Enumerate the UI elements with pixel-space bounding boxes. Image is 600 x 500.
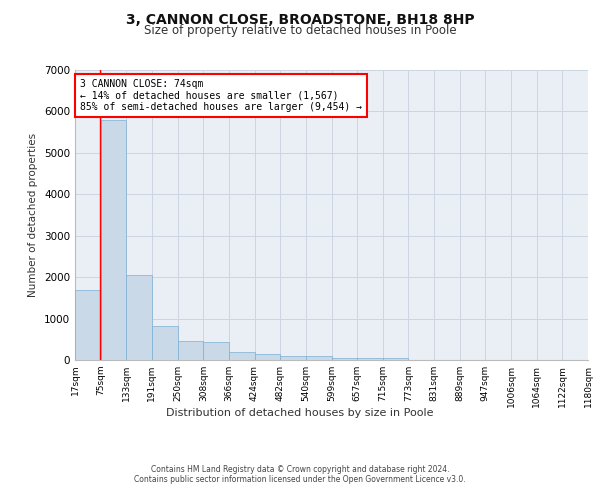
Text: 3, CANNON CLOSE, BROADSTONE, BH18 8HP: 3, CANNON CLOSE, BROADSTONE, BH18 8HP xyxy=(125,12,475,26)
Bar xyxy=(358,358,383,360)
Bar xyxy=(101,120,126,360)
Bar xyxy=(305,356,332,360)
Bar xyxy=(203,342,229,360)
Text: Distribution of detached houses by size in Poole: Distribution of detached houses by size … xyxy=(166,408,434,418)
Bar xyxy=(75,290,101,360)
Y-axis label: Number of detached properties: Number of detached properties xyxy=(28,133,38,297)
Bar xyxy=(254,354,280,360)
Bar xyxy=(280,356,305,360)
Text: Contains public sector information licensed under the Open Government Licence v3: Contains public sector information licen… xyxy=(134,474,466,484)
Text: 3 CANNON CLOSE: 74sqm
← 14% of detached houses are smaller (1,567)
85% of semi-d: 3 CANNON CLOSE: 74sqm ← 14% of detached … xyxy=(80,78,362,112)
Bar xyxy=(332,358,358,360)
Bar xyxy=(126,275,152,360)
Bar xyxy=(178,342,203,360)
Text: Contains HM Land Registry data © Crown copyright and database right 2024.: Contains HM Land Registry data © Crown c… xyxy=(151,464,449,473)
Bar xyxy=(383,358,409,360)
Bar xyxy=(152,326,178,360)
Bar xyxy=(229,352,254,360)
Text: Size of property relative to detached houses in Poole: Size of property relative to detached ho… xyxy=(143,24,457,37)
